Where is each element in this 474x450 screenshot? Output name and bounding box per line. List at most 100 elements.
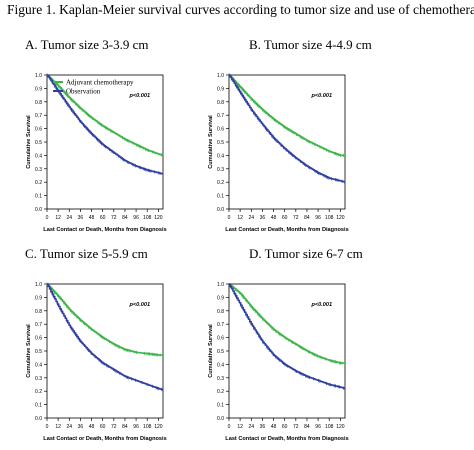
x-axis-label: Last Contact or Death, Months from Diagn… (43, 436, 166, 442)
y-tick-label: 0.0 (217, 416, 224, 422)
y-tick-label: 0.2 (217, 389, 224, 395)
y-tick-label: 1.0 (35, 282, 42, 288)
p-value-annotation: p<0.001 (310, 302, 332, 308)
y-tick-label: 0.7 (217, 113, 224, 119)
x-tick-label: 12 (55, 424, 61, 430)
survival-curve-observation (47, 283, 164, 391)
x-tick-label: 108 (325, 215, 334, 221)
x-tick-label: 120 (154, 424, 163, 430)
x-tick-label: 0 (46, 424, 49, 430)
panel-d-title: D. Tumor size 6-7 cm (249, 246, 363, 261)
y-tick-label: 1.0 (35, 73, 42, 79)
y-tick-label: 0.1 (217, 403, 224, 409)
y-tick-label: 0.6 (35, 127, 42, 133)
y-tick-label: 0.7 (35, 322, 42, 328)
x-tick-label: 36 (78, 215, 84, 221)
x-tick-label: 120 (154, 215, 163, 221)
x-tick-label: 120 (336, 215, 345, 221)
x-tick-label: 84 (122, 215, 128, 221)
p-value-annotation: p<0.001 (310, 93, 332, 99)
x-tick-label: 96 (133, 215, 139, 221)
y-tick-label: 1.0 (217, 282, 224, 288)
x-tick-label: 0 (228, 215, 231, 221)
panel-b-chart: 0.0 0.1 0.2 0.3 0.4 0.5 0.6 0.7 0.8 0.9 1.0 0 12 24 36… (208, 73, 349, 233)
panel-d-chart: 0.0 0.1 0.2 0.3 0.4 0.5 0.6 0.7 0.8 0.9 1.0 0 12 24 36… (208, 282, 349, 442)
y-tick-label: 0.0 (35, 207, 42, 213)
x-tick-label: 0 (46, 215, 49, 221)
censor-marks-observation (229, 284, 345, 391)
censor-marks-observation (46, 73, 161, 175)
x-tick-label: 36 (260, 215, 266, 221)
y-tick-label: 0.8 (217, 100, 224, 106)
x-tick-label: 96 (315, 215, 321, 221)
y-tick-label: 0.2 (35, 180, 42, 186)
y-tick-label: 0.3 (35, 167, 42, 173)
y-tick-label: 0.3 (217, 167, 224, 173)
x-tick-label: 72 (293, 215, 299, 221)
y-tick-label: 0.9 (35, 295, 42, 301)
x-tick-label: 24 (66, 215, 72, 221)
x-tick-label: 0 (228, 424, 231, 430)
x-tick-label: 108 (325, 424, 334, 430)
y-tick-label: 0.4 (217, 153, 224, 159)
y-tick-label: 0.3 (35, 376, 42, 382)
x-tick-label: 84 (304, 424, 310, 430)
p-value-annotation: p<0.001 (128, 93, 150, 99)
x-tick-label: 48 (271, 215, 277, 221)
y-tick-label: 0.1 (217, 194, 224, 200)
y-tick-label: 0.6 (35, 336, 42, 342)
y-tick-label: 0.7 (35, 113, 42, 119)
survival-curve-chemo (229, 283, 345, 364)
y-tick-label: 0.3 (217, 376, 224, 382)
y-tick-label: 0.7 (217, 322, 224, 328)
x-axis-label: Last Contact or Death, Months from Diagn… (43, 227, 166, 233)
x-tick-label: 84 (122, 424, 128, 430)
y-tick-label: 0.4 (35, 153, 42, 159)
y-axis-label: Cumulative Survival (208, 324, 214, 378)
y-tick-label: 0.8 (217, 309, 224, 315)
y-tick-label: 0.5 (35, 349, 42, 355)
y-tick-label: 0.0 (217, 207, 224, 213)
y-tick-label: 0.6 (217, 127, 224, 133)
y-axis-label: Cumulative Survival (26, 324, 32, 378)
x-tick-label: 12 (237, 215, 243, 221)
survival-curve-chemo (229, 74, 345, 157)
y-tick-label: 0.5 (217, 349, 224, 355)
censor-marks-observation (228, 73, 345, 184)
x-tick-label: 12 (237, 424, 243, 430)
censor-marks-observation (50, 289, 163, 392)
survival-curve-observation (47, 74, 164, 175)
y-tick-label: 0.8 (35, 100, 42, 106)
y-tick-label: 0.9 (35, 86, 42, 92)
x-tick-label: 72 (111, 424, 117, 430)
x-tick-label: 108 (143, 215, 152, 221)
panel-c-title: C. Tumor size 5-5.9 cm (25, 246, 148, 261)
x-tick-label: 48 (89, 215, 95, 221)
x-tick-label: 120 (336, 424, 345, 430)
x-tick-label: 60 (282, 424, 288, 430)
x-tick-label: 24 (66, 424, 72, 430)
y-tick-label: 1.0 (217, 73, 224, 79)
x-tick-label: 72 (111, 215, 117, 221)
x-tick-label: 96 (315, 424, 321, 430)
panel-b-title: B. Tumor size 4-4.9 cm (249, 37, 372, 52)
y-tick-label: 0.5 (217, 140, 224, 146)
y-tick-label: 0.9 (217, 86, 224, 92)
x-axis-label: Last Contact or Death, Months from Diagn… (225, 227, 348, 233)
censor-marks-chemo (46, 282, 163, 357)
x-tick-label: 36 (260, 424, 266, 430)
survival-curve-chemo (47, 74, 164, 156)
x-tick-label: 60 (282, 215, 288, 221)
x-tick-label: 108 (143, 424, 152, 430)
panel-a-title: A. Tumor size 3-3.9 cm (25, 37, 149, 52)
censor-marks-chemo (231, 284, 345, 365)
y-tick-label: 0.4 (35, 362, 42, 368)
x-axis-label: Last Contact or Death, Months from Diagn… (225, 436, 348, 442)
x-tick-label: 48 (271, 424, 277, 430)
x-tick-label: 24 (248, 424, 254, 430)
y-tick-label: 0.2 (217, 180, 224, 186)
x-tick-label: 48 (89, 424, 95, 430)
x-tick-label: 60 (100, 215, 106, 221)
panel-c-chart: 0.0 0.1 0.2 0.3 0.4 0.5 0.6 0.7 0.8 0.9 1.0 0 12 24 36… (26, 282, 167, 442)
x-tick-label: 24 (248, 215, 254, 221)
